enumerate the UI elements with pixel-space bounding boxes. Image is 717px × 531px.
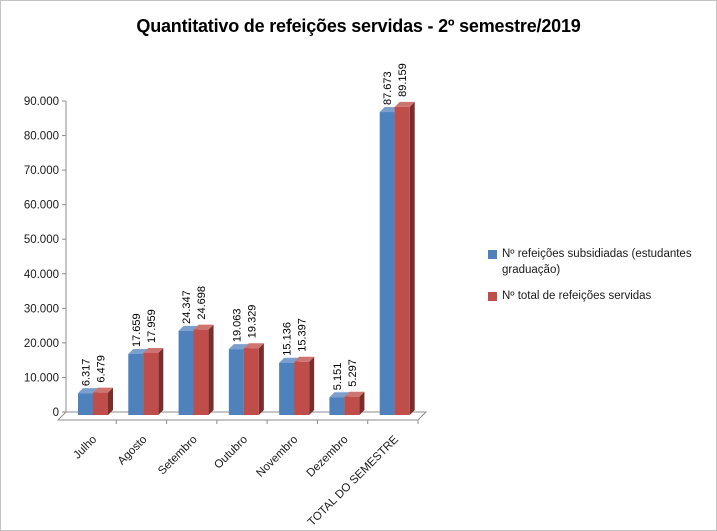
legend-label-series2: Nº total de refeições servidas	[502, 290, 652, 303]
legend-swatch-series1	[488, 250, 497, 259]
bar-data-label: 17.659	[131, 313, 143, 347]
bar-data-label: 87.673	[382, 71, 394, 105]
bar-side-total	[108, 387, 113, 415]
bar-top-subsidiadas	[78, 388, 98, 394]
bar-subsidiadas	[178, 330, 194, 415]
y-tick-label: 50.000	[24, 234, 59, 246]
bar-subsidiadas	[379, 112, 395, 415]
bar-subsidiadas	[128, 353, 144, 415]
category-label: TOTAL DO SEMESTRE	[306, 433, 401, 528]
bar-data-label: 15.397	[297, 318, 309, 352]
category-label: Agosto	[116, 434, 150, 468]
bar-data-label: 5.297	[347, 359, 359, 387]
y-tick-label: 10.000	[24, 372, 59, 384]
bar-top-total	[394, 101, 415, 107]
bar-side-total	[158, 347, 164, 415]
bar-side-total	[309, 356, 315, 415]
category-label: Setembro	[156, 434, 200, 478]
category-label: Novembro	[254, 434, 300, 480]
y-tick-label: 80.000	[24, 131, 59, 143]
legend-item-total: Nº total de refeições servidas	[488, 289, 710, 305]
bar-subsidiadas	[228, 349, 244, 415]
bar-top-subsidiadas	[279, 357, 300, 363]
bar-top-total	[143, 347, 164, 353]
chart-title: Quantitativo de refeições servidas - 2º …	[136, 16, 581, 36]
bar-data-label: 17.959	[146, 309, 158, 343]
category-label: Outubro	[212, 434, 250, 472]
y-tick-label: 40.000	[24, 269, 59, 281]
bar-top-subsidiadas	[128, 348, 149, 354]
bar-total	[294, 361, 310, 415]
bar-total	[344, 396, 360, 415]
y-tick-label: 60.000	[24, 200, 59, 212]
bar-total	[193, 329, 209, 415]
bar-top-subsidiadas	[228, 344, 249, 350]
bar-subsidiadas	[78, 393, 93, 415]
legend-swatch-series2	[488, 292, 497, 302]
bar-top-total	[344, 391, 365, 397]
chart-legend: Nº refeições subsidiadas (estudantes gra…	[488, 247, 710, 305]
bar-side-total	[409, 101, 415, 415]
bar-top-subsidiadas	[178, 325, 199, 331]
bar-total	[394, 106, 410, 415]
bar-total	[243, 348, 259, 415]
bar-data-label: 24.347	[181, 290, 193, 324]
bar-side-total	[258, 343, 264, 415]
bar-total	[93, 392, 108, 415]
y-tick-label: 90.000	[24, 96, 59, 108]
bar-side-total	[359, 391, 365, 415]
bar-top-total	[93, 387, 113, 393]
y-tick-label: 0	[53, 407, 59, 419]
bar-subsidiadas	[279, 362, 295, 415]
bar-top-subsidiadas	[329, 392, 350, 398]
bar-data-label: 19.063	[231, 308, 243, 342]
y-tick-label: 20.000	[24, 338, 59, 350]
bar-side-total	[208, 324, 214, 415]
bar-total	[143, 352, 159, 415]
category-label: Dezembro	[305, 434, 351, 480]
bar-data-label: 15.136	[282, 322, 294, 356]
y-tick-label: 70.000	[24, 165, 59, 177]
bar-top-total	[193, 324, 214, 330]
bar-top-total	[294, 356, 315, 362]
bar-top-total	[243, 343, 264, 349]
bar-subsidiadas	[329, 397, 345, 415]
category-label: Julho	[71, 434, 99, 462]
bar-data-label: 24.698	[196, 286, 208, 320]
bar-data-label: 19.329	[246, 305, 258, 339]
y-tick-label: 30.000	[24, 303, 59, 315]
legend-label-series1: Nº refeições subsidiadas (estudantes gra…	[502, 248, 692, 276]
bar-data-label: 6.317	[81, 359, 93, 387]
legend-item-subsidiadas: Nº refeições subsidiadas (estudantes gra…	[488, 247, 710, 278]
bar-data-label: 6.479	[96, 355, 108, 383]
bar-data-label: 5.151	[332, 363, 344, 391]
bar-data-label: 89.159	[397, 63, 409, 97]
